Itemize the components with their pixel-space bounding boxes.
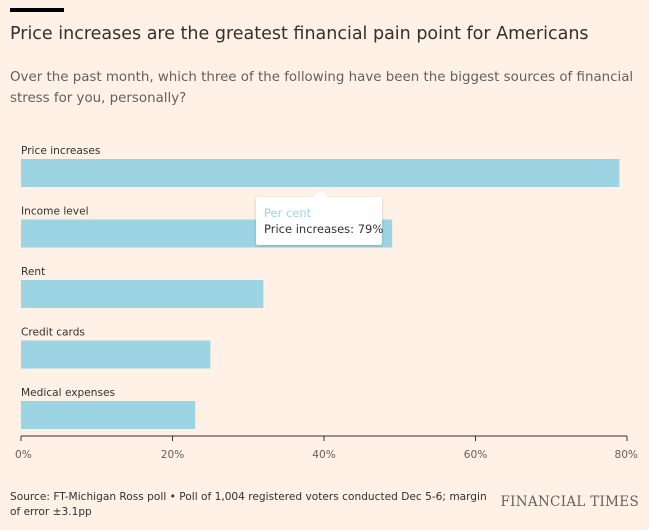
- x-tick-label: 40%: [312, 449, 336, 461]
- category-label: Credit cards: [21, 327, 85, 339]
- chart-subtitle: Over the past month, which three of the …: [10, 70, 634, 106]
- data-tooltip: Per cent Price increases: 79%: [256, 190, 384, 245]
- source-note: Source: FT-Michigan Ross poll • Poll of …: [10, 491, 487, 518]
- bar: [21, 280, 264, 308]
- chart-title: Price increases are the greatest financi…: [10, 24, 589, 44]
- category-label: Rent: [21, 266, 45, 278]
- category-label: Income level: [21, 206, 89, 218]
- tooltip-series-name: Per cent: [264, 206, 312, 220]
- brand-bar: [10, 8, 64, 12]
- category-label: Medical expenses: [21, 387, 115, 399]
- bar: [21, 401, 196, 429]
- category-label: Price increases: [21, 145, 100, 157]
- bar: [21, 340, 211, 369]
- x-tick-label: 20%: [161, 449, 185, 461]
- bar: [21, 159, 620, 187]
- x-tick-label: 60%: [464, 449, 488, 461]
- tooltip-value: Price increases: 79%: [264, 222, 384, 236]
- ft-logo: FINANCIAL TIMES: [500, 494, 639, 510]
- x-tick-label: 80%: [614, 449, 638, 461]
- x-tick-label: 0%: [15, 449, 32, 461]
